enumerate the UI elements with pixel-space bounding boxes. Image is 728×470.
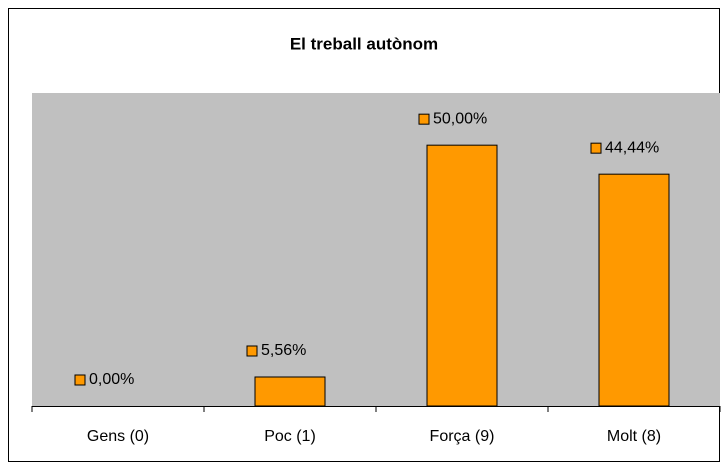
data-label: 44,44% — [605, 139, 659, 156]
label-key — [74, 374, 86, 386]
x-tick-label: Força (9) — [430, 428, 495, 445]
bar — [426, 144, 498, 407]
bar — [598, 173, 670, 407]
label-key — [590, 142, 602, 154]
chart-title: El treball autònom — [290, 34, 438, 53]
x-tick-label: Poc (1) — [264, 428, 316, 445]
x-tick-label: Molt (8) — [607, 428, 661, 445]
label-key — [246, 345, 258, 357]
label-key — [418, 113, 430, 125]
data-label: 50,00% — [433, 110, 487, 127]
bar — [254, 376, 326, 407]
data-label: 5,56% — [261, 342, 306, 359]
data-label: 0,00% — [89, 371, 134, 388]
x-tick-label: Gens (0) — [87, 428, 149, 445]
